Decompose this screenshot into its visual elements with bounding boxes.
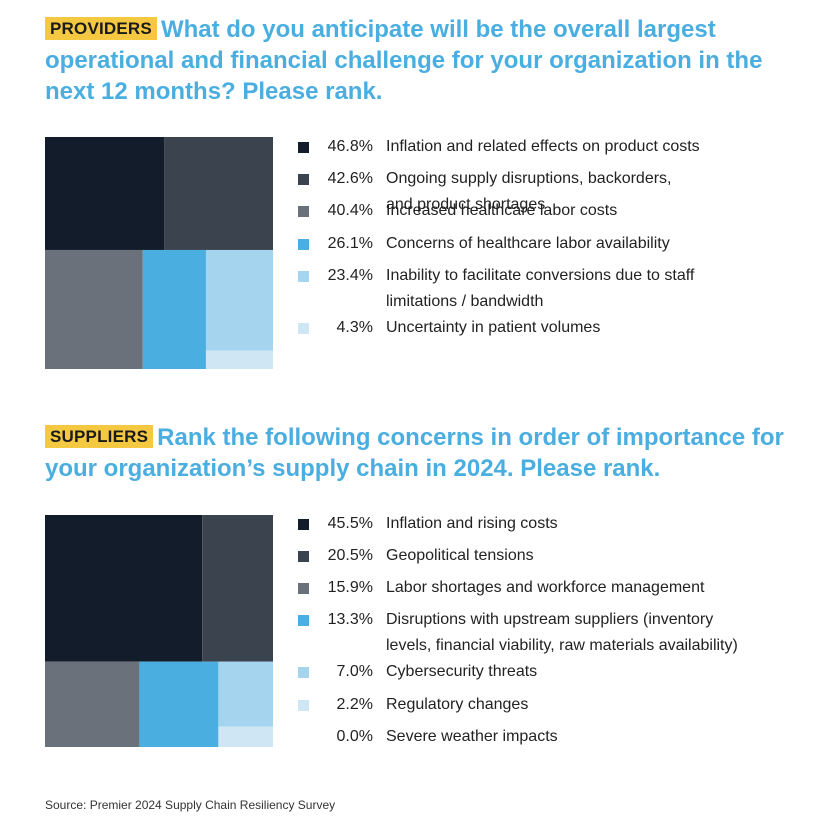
treemap-cell-1	[45, 137, 165, 250]
suppliers-heading: SUPPLIERS Rank the following concerns in …	[45, 422, 805, 484]
legend-swatch	[298, 271, 309, 282]
legend-swatch	[298, 583, 309, 594]
legend-value: 23.4%	[327, 267, 373, 284]
legend-swatch	[298, 239, 309, 250]
legend-value: 46.8%	[327, 138, 373, 155]
legend-swatch	[298, 142, 309, 153]
treemap-cell-5	[205, 249, 273, 351]
providers-section: PROVIDERS What do you anticipate will be …	[45, 14, 805, 374]
legend-value: 2.2%	[336, 696, 373, 713]
providers-tag: PROVIDERS	[45, 17, 157, 40]
legend-swatch	[298, 700, 309, 711]
suppliers-section: SUPPLIERS Rank the following concerns in …	[45, 422, 805, 762]
legend-label: Cybersecurity threats	[386, 663, 538, 680]
treemap-cell-3	[45, 249, 143, 369]
legend-label: Increased healthcare labor costs	[386, 202, 618, 219]
providers-title: What do you anticipate will be the overa…	[45, 16, 763, 105]
suppliers-legend: 45.5% Inflation and rising costs 20.5% Geop…	[298, 511, 808, 751]
legend-label: Inability to facilitate conversions due …	[386, 267, 695, 310]
legend-value: 42.6%	[327, 170, 373, 187]
suppliers-tag: SUPPLIERS	[45, 425, 154, 448]
treemap-cell-2	[164, 137, 273, 250]
legend-label: Inflation and rising costs	[386, 515, 558, 532]
legend-label: Regulatory changes	[386, 696, 529, 713]
legend-value: 13.3%	[327, 611, 373, 628]
treemap-cell-3	[45, 661, 140, 747]
providers-legend: 46.8% Inflation and related effects on pr…	[298, 134, 808, 374]
legend-swatch	[298, 206, 309, 217]
legend-swatch	[298, 732, 309, 743]
treemap-cell-2	[202, 515, 273, 662]
source-note: Source: Premier 2024 Supply Chain Resili…	[45, 798, 336, 812]
legend-label: Geopolitical tensions	[386, 547, 534, 564]
legend-value: 40.4%	[327, 202, 373, 219]
legend-swatch	[298, 615, 309, 626]
suppliers-title: Rank the following concerns in order of …	[45, 424, 784, 482]
treemap-cell-5	[218, 661, 273, 727]
legend-label: Disruptions with upstream suppliers (inv…	[386, 611, 738, 654]
legend-swatch	[298, 667, 309, 678]
legend-value: 26.1%	[327, 235, 373, 252]
legend-value: 4.3%	[336, 319, 373, 336]
legend-label: Ongoing supply disruptions, backorders, …	[386, 170, 672, 213]
legend-label: Uncertainty in patient volumes	[386, 319, 601, 336]
legend-swatch	[298, 323, 309, 334]
treemap-cell-4	[142, 249, 206, 369]
legend-value: 7.0%	[336, 663, 373, 680]
legend-swatch	[298, 551, 309, 562]
treemap-cell-4	[139, 661, 219, 747]
legend-value: 45.5%	[327, 515, 373, 532]
treemap-cell-6	[205, 350, 273, 369]
legend-value: 15.9%	[327, 579, 373, 596]
legend-value: 20.5%	[327, 547, 373, 564]
legend-label: Severe weather impacts	[386, 728, 558, 745]
suppliers-treemap	[45, 515, 273, 747]
legend-swatch	[298, 519, 309, 530]
legend-label: Concerns of healthcare labor availabilit…	[386, 235, 670, 252]
treemap-cell-1	[45, 515, 203, 662]
treemap-cell-6	[218, 726, 273, 747]
providers-treemap	[45, 137, 273, 369]
legend-label: Inflation and related effects on product…	[386, 138, 700, 155]
providers-heading: PROVIDERS What do you anticipate will be …	[45, 14, 805, 107]
legend-swatch	[298, 174, 309, 185]
legend-value: 0.0%	[336, 728, 373, 745]
legend-label: Labor shortages and workforce management	[386, 579, 705, 596]
